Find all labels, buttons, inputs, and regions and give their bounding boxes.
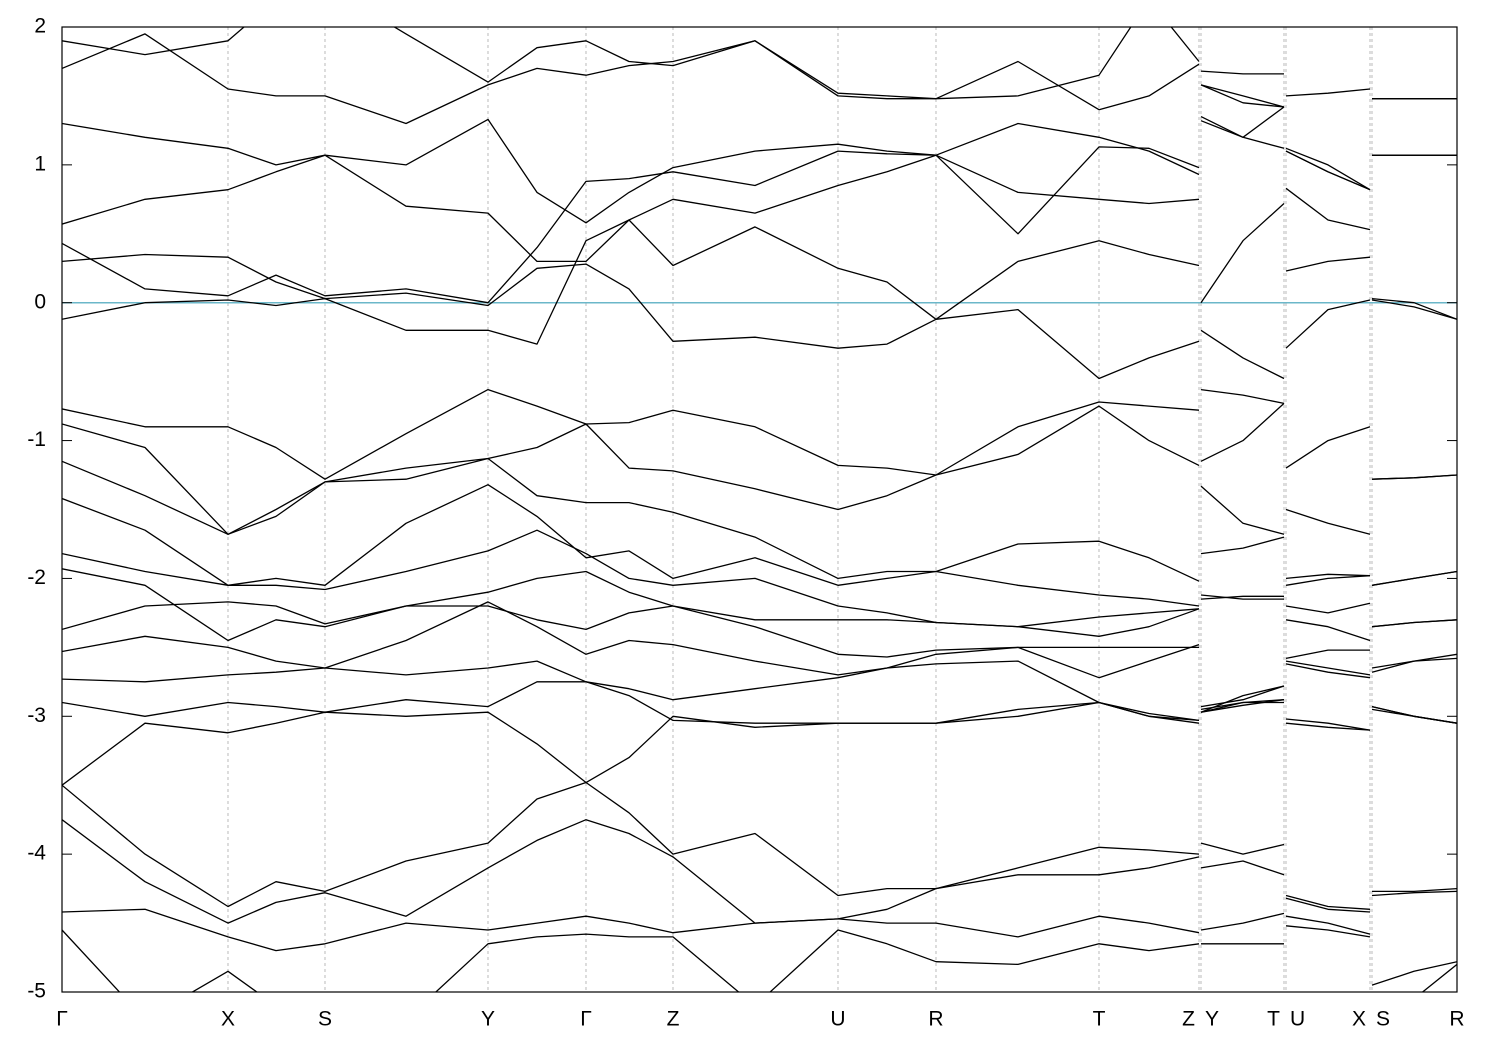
plot-frame (61, 26, 1458, 993)
y-tick-label: -5 (27, 980, 46, 1003)
y-tick-label: -4 (27, 842, 46, 865)
band-line (62, 819, 1457, 924)
band-line (62, 925, 1457, 992)
band-line (62, 98, 1457, 235)
x-tick-label: Γ (580, 1008, 592, 1031)
band-line (62, 120, 1457, 263)
x-tick-label: Z (667, 1008, 680, 1031)
bands-layer (62, 27, 1457, 992)
y-tick-label: -1 (27, 428, 46, 451)
y-tick-label: -2 (27, 566, 46, 589)
y-tick-label: 0 (34, 290, 46, 313)
band-line (62, 681, 1457, 731)
band-line (62, 699, 1457, 786)
x-tick-label: R (1449, 1008, 1464, 1031)
band-line (62, 203, 1457, 345)
x-tick-label: U (1290, 1008, 1305, 1031)
x-tick-label: S (318, 1008, 332, 1031)
x-tick-label: R (928, 1008, 943, 1031)
x-tick-label: T (1093, 1008, 1106, 1031)
x-tick-label: U (830, 1008, 845, 1031)
y-tick-label: -3 (27, 704, 46, 727)
band-line (62, 908, 1457, 986)
x-tick-label: Γ (56, 1008, 68, 1031)
band-line (62, 27, 1457, 191)
x-tick-label: T (1267, 1008, 1280, 1031)
band-line (62, 457, 1457, 586)
band-line (62, 781, 1457, 910)
band-line (62, 529, 1457, 637)
x-tick-label: Y (481, 1008, 495, 1031)
x-tick-label: S (1376, 1008, 1390, 1031)
band-line (62, 402, 1457, 535)
grid-layer (61, 27, 1458, 992)
band-line (62, 601, 1457, 708)
band-line (62, 568, 1457, 642)
band-line (62, 84, 1457, 304)
band-line (62, 263, 1457, 380)
x-tick-label: Y (1205, 1008, 1219, 1031)
y-tick-label: 2 (34, 15, 46, 38)
x-tick-label: Z (1182, 1008, 1195, 1031)
band-line (62, 33, 1457, 125)
x-tick-label: X (221, 1008, 235, 1031)
x-tick-label: X (1352, 1008, 1366, 1031)
band-line (62, 660, 1457, 724)
band-line (62, 484, 1457, 607)
band-line (62, 388, 1457, 480)
band-line (62, 601, 1457, 711)
y-tick-label: 1 (34, 152, 46, 175)
